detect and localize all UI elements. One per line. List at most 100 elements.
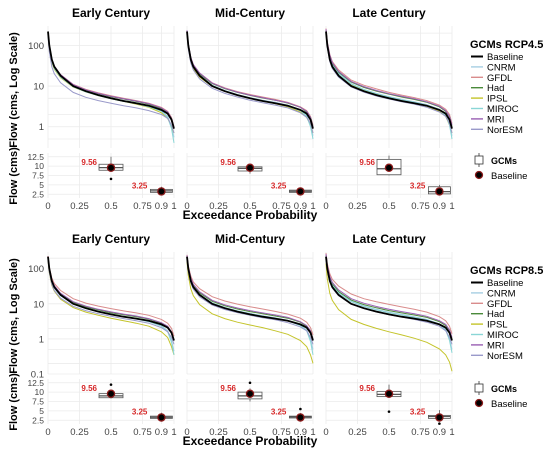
baseline-value-label: 3.25: [271, 181, 287, 190]
x-tick-label: 0.25: [70, 427, 89, 438]
facet-title-early-bottom: Early Century: [72, 232, 150, 246]
curve-gfdl: [186, 254, 314, 336]
box-legend-title: GCMs: [491, 384, 517, 394]
curve-baseline: [47, 256, 175, 341]
x-tick-label: 0.25: [348, 427, 367, 438]
baseline-value-label: 3.25: [132, 181, 148, 190]
baseline-value-label: 9.56: [220, 158, 236, 167]
box-outlier: [387, 410, 391, 413]
y-tick-label: 10: [33, 82, 44, 93]
baseline-point: [157, 187, 166, 196]
x-tick-label: 0.5: [243, 201, 256, 212]
baseline-point: [384, 163, 394, 173]
box-legend-title: GCMs: [491, 156, 517, 166]
baseline-point: [384, 389, 394, 399]
curve-ipsl: [186, 261, 314, 364]
box-legend-baseline-label: Baseline: [491, 399, 527, 410]
x-tick-label: 1: [310, 427, 315, 438]
baseline-point: [157, 413, 166, 422]
curve-mri: [325, 254, 453, 338]
x-tick-label: 1: [449, 201, 454, 212]
baseline-point: [106, 163, 116, 173]
legend-label-had: Had: [487, 309, 504, 320]
legend-label-noresm: NorESM: [487, 351, 523, 362]
box-layer: 9.563.250 0.25 0.5 0.75 0.9 19.563.250 0.25 0.5…: [27, 41, 454, 438]
x-tick-label: 0.9: [294, 427, 307, 438]
x-tick-label: 0.9: [155, 427, 168, 438]
y-tick-label: 10: [35, 387, 45, 397]
legend-label-ipsl: IPSL: [487, 94, 508, 105]
legend-label-gfdl: GFDL: [487, 73, 512, 84]
y-tick-label: 2.5: [32, 415, 44, 425]
legend-label-gfdl: GFDL: [487, 299, 512, 310]
legend-label-cnrm: CNRM: [487, 288, 516, 299]
curve-baseline: [47, 31, 175, 129]
curve-baseline: [325, 31, 453, 129]
x-tick-label: 0: [184, 427, 189, 438]
curve-baseline: [325, 256, 453, 341]
x-tick-label: 0.75: [411, 427, 430, 438]
facet-title-late-bottom: Late Century: [352, 232, 426, 246]
x-tick-label: 1: [171, 201, 176, 212]
x-tick-label: 0.75: [133, 201, 152, 212]
y-tick-label: 5: [39, 406, 44, 416]
y-tick-label: 2.5: [32, 189, 44, 199]
box-outlier: [248, 381, 252, 385]
x-tick-label: 0: [45, 427, 50, 438]
box-legend-baseline-dot: [474, 170, 484, 180]
baseline-value-label: 9.56: [359, 158, 375, 167]
y-tick-label: 5: [39, 180, 44, 190]
legend-label-mri: MRI: [487, 340, 504, 351]
x-title-bottom: Exceedance Probability: [183, 434, 318, 448]
curve-baseline: [186, 31, 314, 129]
x-tick-label: 0.5: [382, 427, 395, 438]
x-tick-label: 0.9: [433, 427, 446, 438]
curves-layer: [47, 28, 453, 372]
x-tick-label: 0: [45, 201, 50, 212]
x-tick-label: 0: [323, 427, 328, 438]
box-legend-bottom: GCMs Baseline: [474, 381, 527, 410]
curve-noresm: [186, 34, 314, 134]
legend-label-cnrm: CNRM: [487, 62, 516, 73]
x-title-top: Exceedance Probability: [183, 208, 318, 222]
y-title-log-top: Flow (cms, Log Scale): [8, 32, 20, 148]
box-legend-box: [474, 155, 484, 165]
legend-title-rcp45: GCMs RCP4.5: [470, 39, 543, 51]
y-tick-label: 7.5: [32, 397, 44, 407]
facet-title-early-top: Early Century: [72, 6, 150, 20]
baseline-point: [245, 163, 255, 173]
curve-mri: [186, 255, 314, 340]
grid-layer: [47, 26, 453, 424]
curve-noresm: [47, 259, 175, 345]
legend-label-baseline: Baseline: [487, 52, 523, 63]
facet-title-mid-bottom: Mid-Century: [215, 232, 285, 246]
box-legend-baseline-dot: [474, 398, 484, 408]
curve-gfdl: [47, 255, 175, 337]
x-tick-label: 0.75: [272, 201, 291, 212]
y-tick-label: 7.5: [32, 171, 44, 181]
x-tick-label: 0.25: [70, 201, 89, 212]
y-tick-label: 0.1: [31, 370, 44, 381]
x-tick-label: 0.9: [155, 201, 168, 212]
y-title-box-bottom: Flow (cms): [8, 373, 20, 431]
baseline-value-label: 9.56: [359, 384, 375, 393]
x-tick-label: 0.75: [272, 427, 291, 438]
curve-ipsl: [325, 263, 453, 372]
y-title-log-bottom: Flow (cms, Log Scale): [8, 258, 20, 374]
x-tick-label: 0.9: [433, 201, 446, 212]
legend-label-mri: MRI: [487, 114, 504, 125]
y-tick-label: 12.5: [27, 378, 44, 388]
y-tick-label: 10: [33, 299, 44, 310]
box-outlier: [109, 177, 113, 181]
box-outlier: [299, 407, 302, 411]
x-tick-label: 1: [171, 427, 176, 438]
curve-mri: [325, 29, 453, 126]
x-tick-label: 0.5: [243, 427, 256, 438]
baseline-value-label: 9.56: [220, 384, 236, 393]
facet-title-mid-top: Mid-Century: [215, 6, 285, 20]
baseline-point: [106, 389, 116, 399]
y-tick-label: 1: [39, 122, 44, 133]
legend-label-baseline: Baseline: [487, 278, 523, 289]
